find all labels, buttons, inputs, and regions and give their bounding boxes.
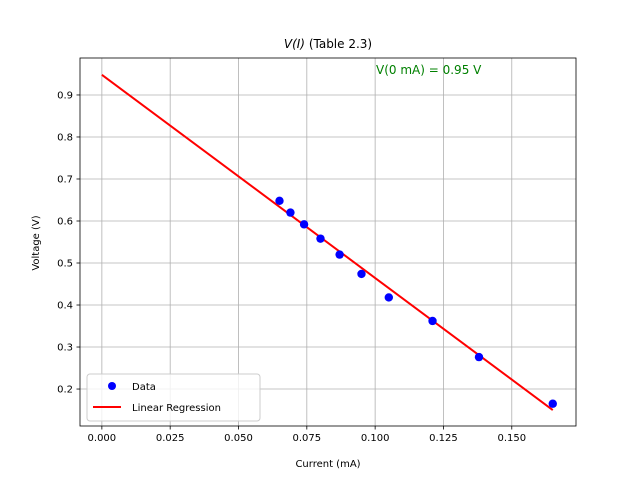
data-point <box>275 196 284 206</box>
y-axis-label: Voltage (V) <box>31 215 42 270</box>
legend-data-label: Data <box>132 382 156 393</box>
data-point <box>548 399 557 408</box>
chart-title: V(I) (Table 2.3) <box>284 37 372 51</box>
y-tick-label: 0.4 <box>57 301 73 312</box>
x-tick-label: 0.075 <box>293 433 322 444</box>
intercept-annotation: V(0 mA) = 0.95 V <box>376 63 482 77</box>
y-tick-label: 0.2 <box>57 385 73 396</box>
y-tick-label: 0.7 <box>57 174 73 185</box>
x-tick-label: 0.100 <box>361 433 390 444</box>
data-points-layer <box>275 196 557 408</box>
data-point <box>335 250 344 259</box>
data-point <box>299 220 309 229</box>
data-point <box>384 293 394 302</box>
x-tick-label: 0.125 <box>429 433 458 444</box>
x-axis-label: Current (mA) <box>295 459 360 470</box>
data-point <box>474 352 484 362</box>
x-tick-label: 0.150 <box>497 433 526 444</box>
y-tick-label: 0.6 <box>57 216 73 227</box>
y-tick-label: 0.9 <box>57 90 73 101</box>
legend: Data Linear Regression <box>86 373 261 422</box>
y-tick-label: 0.5 <box>57 259 73 270</box>
x-axis-ticks: 0.000 0.025 0.050 0.075 0.100 0.125 0.150 <box>88 426 526 444</box>
legend-regression-label: Linear Regression <box>132 403 221 414</box>
y-tick-label: 0.3 <box>57 343 73 354</box>
y-tick-label: 0.8 <box>57 132 73 143</box>
y-axis-ticks: 0.2 0.3 0.4 0.5 0.6 0.7 0.8 0.9 <box>57 90 80 396</box>
legend-data-marker <box>108 382 116 390</box>
legend-box <box>86 373 261 422</box>
data-point <box>428 316 437 326</box>
x-tick-label: 0.050 <box>224 433 253 444</box>
x-tick-label: 0.000 <box>88 433 117 444</box>
data-point <box>357 269 366 279</box>
data-point <box>286 208 295 217</box>
x-tick-label: 0.025 <box>156 433 185 444</box>
data-point <box>316 234 325 243</box>
plot-frame <box>79 57 577 427</box>
